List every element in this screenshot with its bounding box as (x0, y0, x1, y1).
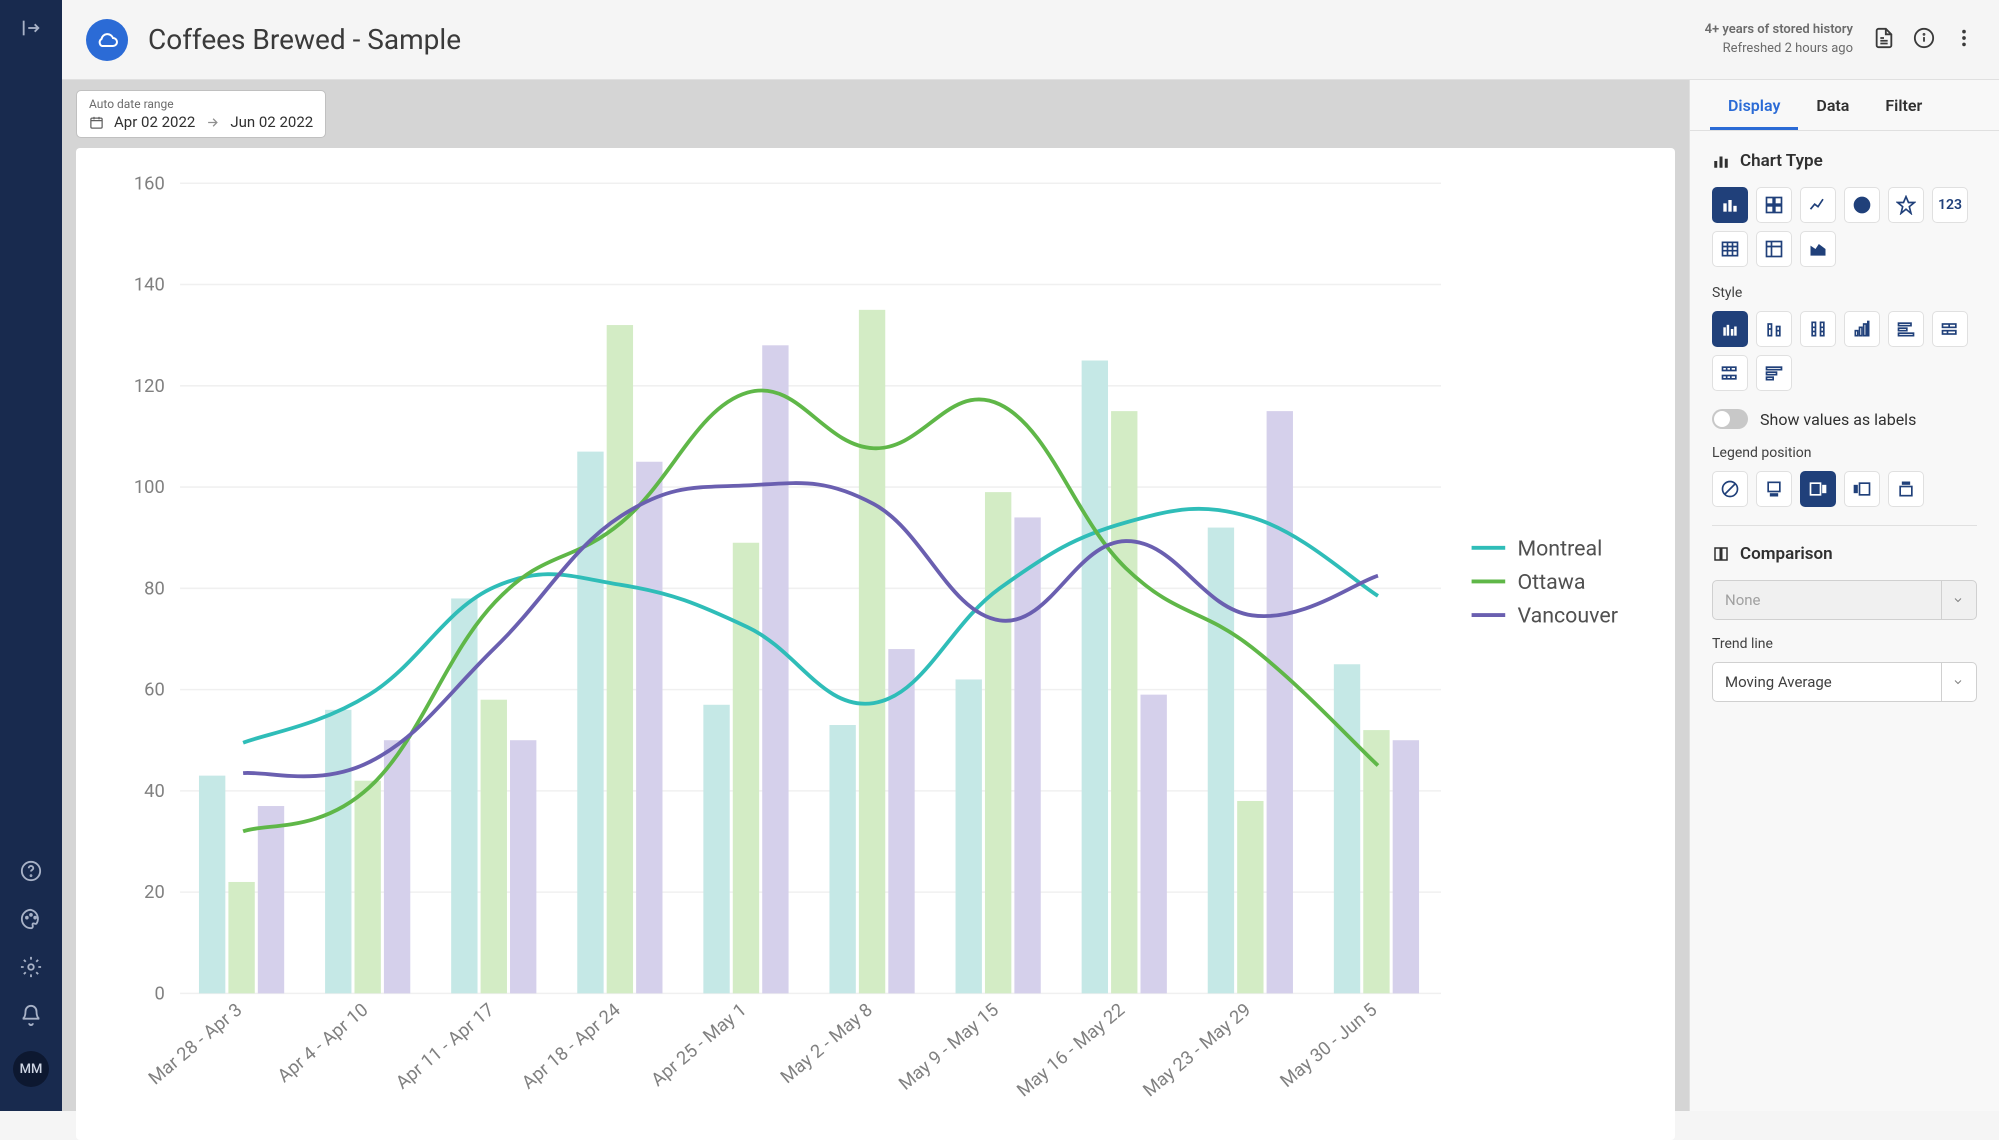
info-icon[interactable] (1913, 27, 1935, 53)
svg-text:Ottawa: Ottawa (1517, 570, 1585, 595)
settings-icon[interactable] (19, 955, 43, 979)
trendline-label: Trend line (1712, 636, 1977, 652)
chart-card: 0 20 40 60 80 100 120 140 160 Mar 28 - Apr 3 Apr 4… (76, 148, 1675, 1140)
date-from: Apr 02 2022 (114, 113, 195, 131)
side-panel: DisplayDataFilter Chart Type 123 (1689, 80, 1999, 1111)
legend-left-button[interactable] (1844, 471, 1880, 507)
svg-text:Apr 25 - May 1: Apr 25 - May 1 (647, 999, 750, 1090)
legend-position-grid (1712, 471, 1977, 507)
palette-icon[interactable] (19, 907, 43, 931)
style-alt2-button[interactable] (1756, 355, 1792, 391)
comparison-icon (1712, 545, 1730, 563)
svg-text:0: 0 (154, 983, 164, 1004)
type-number-button[interactable]: 123 (1932, 187, 1968, 223)
type-line-button[interactable] (1800, 187, 1836, 223)
svg-text:20: 20 (144, 882, 165, 903)
header: Coffees Brewed - Sample 4+ years of stor… (62, 0, 1999, 80)
chart-type-heading: Chart Type (1712, 151, 1977, 171)
svg-text:Vancouver: Vancouver (1517, 604, 1618, 629)
type-panel-button[interactable] (1756, 187, 1792, 223)
svg-text:Mar 28 - Apr 3: Mar 28 - Apr 3 (145, 999, 246, 1089)
style-label: Style (1712, 285, 1977, 301)
tab-display[interactable]: Display (1710, 80, 1798, 130)
nav-rail: MM (0, 0, 62, 1111)
svg-text:Apr 11 - Apr 17: Apr 11 - Apr 17 (392, 999, 498, 1093)
page-title: Coffees Brewed - Sample (148, 23, 461, 56)
svg-text:May 9 - May 15: May 9 - May 15 (895, 999, 1003, 1094)
type-radar-button[interactable] (1888, 187, 1924, 223)
legend-bottom-button[interactable] (1756, 471, 1792, 507)
export-icon[interactable] (1873, 27, 1895, 53)
bar-chart-icon (1712, 152, 1730, 170)
svg-text:Montreal: Montreal (1517, 536, 1602, 561)
style-horizontal-stacked-button[interactable] (1932, 311, 1968, 347)
svg-text:May 2 - May 8: May 2 - May 8 (777, 999, 877, 1088)
svg-text:160: 160 (134, 173, 165, 194)
show-values-toggle[interactable] (1712, 409, 1748, 429)
help-icon[interactable] (19, 859, 43, 883)
svg-text:May 16 - May 22: May 16 - May 22 (1013, 999, 1129, 1101)
type-pie-button[interactable] (1844, 187, 1880, 223)
svg-text:40: 40 (144, 781, 165, 802)
svg-text:May 30 - Jun 5: May 30 - Jun 5 (1277, 999, 1382, 1092)
tab-data[interactable]: Data (1798, 80, 1867, 130)
svg-text:140: 140 (134, 275, 165, 296)
chart-type-grid: 123 (1712, 187, 1977, 267)
style-horizontal-button[interactable] (1888, 311, 1924, 347)
notifications-icon[interactable] (19, 1003, 43, 1027)
type-column-button[interactable] (1712, 187, 1748, 223)
style-stacked-button[interactable] (1756, 311, 1792, 347)
date-to: Jun 02 2022 (230, 113, 313, 131)
chart: 0 20 40 60 80 100 120 140 160 Mar 28 - Apr 3 Apr 4… (96, 168, 1655, 1120)
svg-text:May 23 - May 29: May 23 - May 29 (1139, 999, 1255, 1101)
svg-text:60: 60 (144, 680, 165, 701)
more-icon[interactable] (1953, 27, 1975, 53)
user-avatar[interactable]: MM (13, 1051, 49, 1087)
arrow-right-icon (205, 115, 220, 130)
legend-position-label: Legend position (1712, 445, 1977, 461)
tab-filter[interactable]: Filter (1867, 80, 1940, 130)
comparison-heading: Comparison (1712, 544, 1977, 564)
svg-text:120: 120 (134, 376, 165, 397)
svg-text:80: 80 (144, 578, 165, 599)
comparison-select[interactable]: None (1712, 580, 1977, 620)
style-alt1-button[interactable] (1712, 355, 1748, 391)
svg-text:100: 100 (134, 477, 165, 498)
svg-text:Apr 4 - Apr 10: Apr 4 - Apr 10 (274, 999, 373, 1086)
legend-top-button[interactable] (1888, 471, 1924, 507)
header-meta: 4+ years of stored history Refreshed 2 h… (1705, 21, 1853, 57)
app-logo (86, 19, 128, 61)
date-range-picker[interactable]: Auto date range Apr 02 2022 Jun 02 2022 (76, 90, 326, 138)
style-ordered-button[interactable] (1844, 311, 1880, 347)
type-table-button[interactable] (1712, 231, 1748, 267)
trendline-select[interactable]: Moving Average (1712, 662, 1977, 702)
style-grouped-button[interactable] (1712, 311, 1748, 347)
style-grid (1712, 311, 1977, 391)
type-pivot-button[interactable] (1756, 231, 1792, 267)
svg-text:Apr 18 - Apr 24: Apr 18 - Apr 24 (518, 999, 624, 1093)
legend-right-button[interactable] (1800, 471, 1836, 507)
expand-icon[interactable] (19, 16, 43, 40)
type-area-button[interactable] (1800, 231, 1836, 267)
calendar-icon (89, 115, 104, 130)
legend-none-button[interactable] (1712, 471, 1748, 507)
show-values-label: Show values as labels (1760, 410, 1916, 429)
style-100stacked-button[interactable] (1800, 311, 1836, 347)
